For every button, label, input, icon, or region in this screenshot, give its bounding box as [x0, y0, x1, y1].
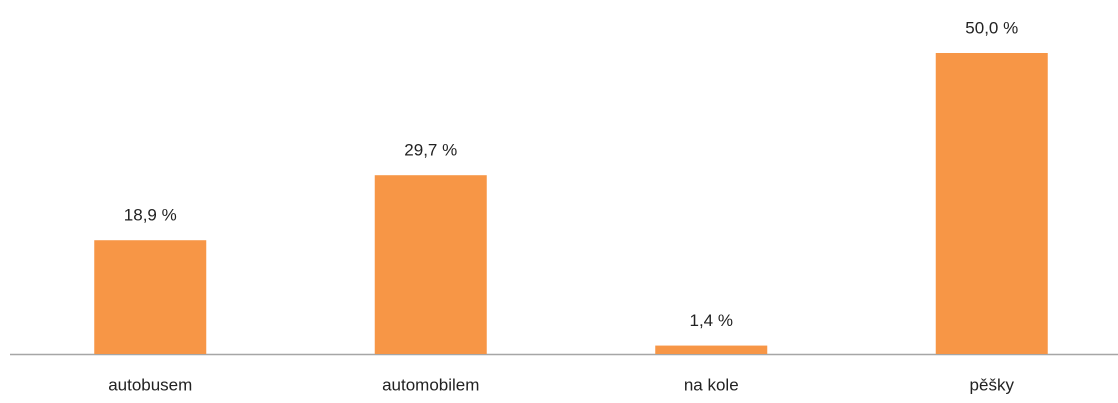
- x-tick-label: na kole: [684, 375, 739, 394]
- data-label: 29,7 %: [404, 141, 457, 160]
- bar: [94, 240, 207, 354]
- data-label: 1,4 %: [690, 311, 733, 330]
- data-label: 50,0 %: [965, 18, 1018, 37]
- x-tick-label: automobilem: [382, 375, 479, 394]
- x-tick-label: pěšky: [970, 375, 1015, 394]
- data-label: 18,9 %: [124, 206, 177, 225]
- bar: [374, 175, 487, 354]
- x-tick-label: autobusem: [108, 375, 192, 394]
- bar: [655, 345, 768, 354]
- bar: [935, 53, 1048, 354]
